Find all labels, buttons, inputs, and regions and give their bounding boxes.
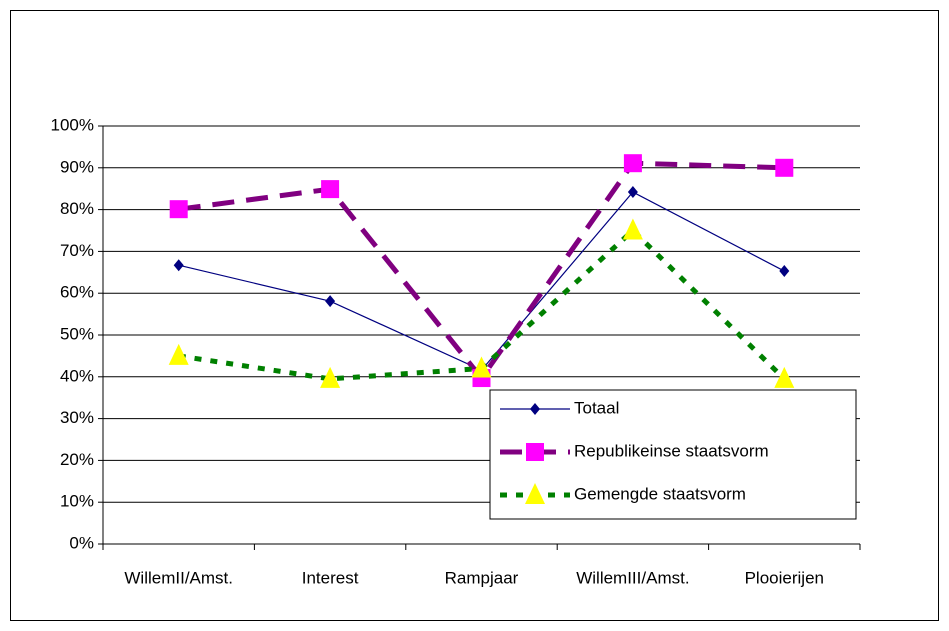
point <box>622 218 643 240</box>
y-tick-label: 60% <box>60 283 94 302</box>
y-tick-label: 10% <box>60 492 94 511</box>
point <box>168 343 189 365</box>
y-tick-label: 0% <box>69 533 94 552</box>
point <box>325 295 336 308</box>
x-tick-label: WillemII/Amst. <box>124 568 233 587</box>
legend-marker <box>525 483 545 504</box>
point <box>169 200 188 219</box>
legend-marker <box>526 443 544 461</box>
point <box>320 366 341 388</box>
y-tick-label: 50% <box>60 324 94 343</box>
point <box>471 356 492 378</box>
point <box>774 366 795 388</box>
point <box>173 259 184 272</box>
y-tick-label: 100% <box>51 115 94 134</box>
point <box>775 158 794 177</box>
y-tick-label: 90% <box>60 157 94 176</box>
point <box>779 265 790 278</box>
y-tick-label: 70% <box>60 241 94 260</box>
point <box>627 186 638 199</box>
y-tick-label: 40% <box>60 366 94 385</box>
x-tick-label: Rampjaar <box>445 568 519 587</box>
point <box>321 180 340 199</box>
point <box>623 154 642 173</box>
y-tick-label: 30% <box>60 408 94 427</box>
legend-label: Republikeinse staatsvorm <box>574 441 769 460</box>
y-tick-label: 20% <box>60 450 94 469</box>
legend-label: Gemengde staatsvorm <box>574 484 746 503</box>
chart-border <box>10 10 939 621</box>
x-tick-label: Plooierijen <box>745 568 824 587</box>
x-tick-label: Interest <box>302 568 359 587</box>
x-tick-label: WillemIII/Amst. <box>576 568 689 587</box>
y-tick-label: 80% <box>60 199 94 218</box>
legend-marker <box>530 403 540 415</box>
legend-label: Totaal <box>574 398 619 417</box>
